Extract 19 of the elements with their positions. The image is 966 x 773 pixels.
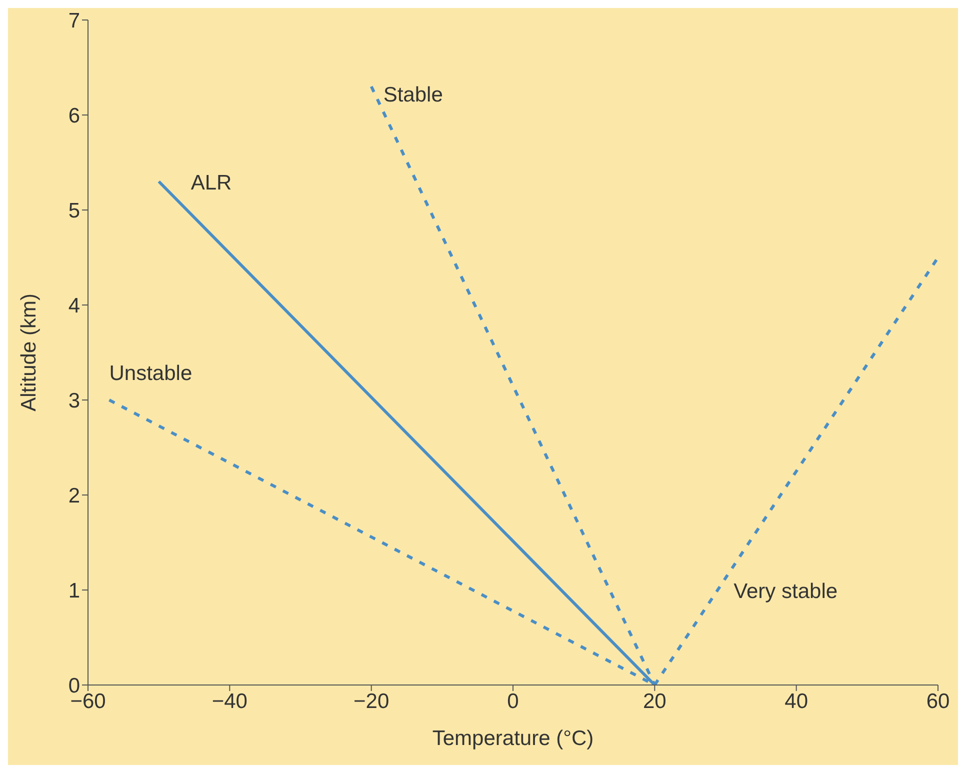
series-label: Very stable: [734, 580, 838, 603]
x-axis-title: Temperature (°C): [432, 727, 594, 750]
y-tick-label: 4: [68, 294, 80, 318]
y-tick-label: 7: [68, 9, 80, 32]
y-tick-label: 1: [68, 579, 80, 602]
y-tick-label: 5: [68, 199, 80, 222]
series-label: ALR: [190, 172, 232, 194]
series-label: Unstable: [109, 362, 192, 385]
y-axis-title: Altitude (km): [17, 294, 40, 412]
x-tick-label: 0: [507, 690, 519, 713]
x-tick-label: 40: [784, 690, 808, 713]
x-tick-label: −40: [212, 690, 248, 713]
y-tick-label: 3: [68, 389, 80, 412]
series-label: Stable: [383, 84, 443, 106]
x-tick-label: 20: [642, 690, 666, 713]
x-tick-label: −20: [354, 690, 390, 713]
x-tick-label: 60: [926, 690, 950, 713]
y-tick-label: 6: [68, 104, 80, 128]
y-tick-label: 2: [68, 484, 80, 508]
